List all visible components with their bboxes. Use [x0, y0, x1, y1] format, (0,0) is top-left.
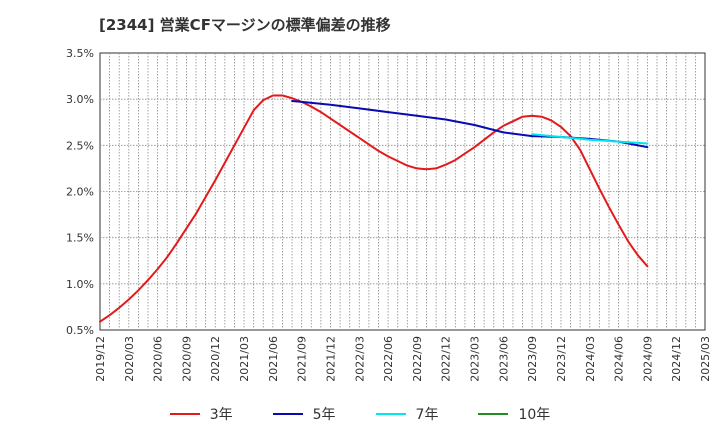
- x-tick-label: 2019/12: [94, 336, 107, 382]
- x-tick-label: 2022/06: [382, 336, 395, 382]
- x-tick-label: 2024/03: [584, 336, 597, 382]
- y-tick-label: 3.0%: [66, 93, 94, 106]
- legend-label: 10年: [518, 407, 551, 423]
- axis-layer: 0.5% 1.0% 1.5% 2.0% 2.5% 3.0% 3.5% 2019/12 2020/…: [66, 47, 712, 382]
- x-tick-label: 2020/09: [180, 336, 193, 382]
- x-tick-label: 2020/12: [209, 336, 222, 382]
- x-tick-label: 2021/09: [296, 336, 309, 382]
- legend-swatch: [272, 413, 303, 415]
- y-tick-label: 1.0%: [66, 278, 94, 291]
- y-tick-label: 1.5%: [66, 232, 94, 245]
- x-tick-label: 2024/12: [670, 336, 683, 382]
- y-tick-label: 2.0%: [66, 186, 94, 199]
- x-tick-label: 2022/03: [353, 336, 366, 382]
- x-tick-label: 2023/12: [555, 336, 568, 382]
- legend-item: 10年: [478, 404, 550, 424]
- x-tick-label: 2021/12: [324, 336, 337, 382]
- legend-swatch: [478, 413, 509, 415]
- x-tick-label: 2023/03: [469, 336, 482, 382]
- x-tick-label: 2022/09: [411, 336, 424, 382]
- series-line-3年: [99, 94, 649, 323]
- legend-label: 5年: [312, 407, 336, 423]
- x-tick-label: 2025/03: [699, 336, 712, 382]
- y-tick-label: 0.5%: [66, 324, 94, 337]
- x-tick-label: 2023/06: [497, 336, 510, 382]
- x-tick-label: 2022/12: [440, 336, 453, 382]
- y-tick-label: 2.5%: [66, 139, 94, 152]
- legend-item: 7年: [375, 404, 439, 424]
- x-tick-label: 2024/09: [641, 336, 654, 382]
- x-tick-label: 2021/06: [267, 336, 280, 382]
- x-tick-label: 2024/06: [613, 336, 626, 382]
- legend-swatch: [375, 413, 406, 415]
- y-tick-label: 3.5%: [66, 47, 94, 60]
- series-line-7年: [531, 133, 649, 145]
- legend: 3年 5年 7年 10年: [0, 404, 720, 424]
- x-tick-label: 2023/09: [526, 336, 539, 382]
- series-layer: [99, 94, 649, 323]
- legend-item: 5年: [272, 404, 336, 424]
- grid-layer: [99, 52, 706, 331]
- legend-label: 3年: [209, 407, 233, 423]
- legend-swatch: [169, 413, 200, 415]
- legend-item: 3年: [169, 404, 233, 424]
- x-tick-label: 2020/03: [123, 336, 136, 382]
- x-tick-label: 2021/03: [238, 336, 251, 382]
- chart-title: [2344] 営業CFマージンの標準偏差の推移: [99, 16, 391, 34]
- x-tick-label: 2020/06: [152, 336, 165, 382]
- legend-label: 7年: [415, 407, 439, 423]
